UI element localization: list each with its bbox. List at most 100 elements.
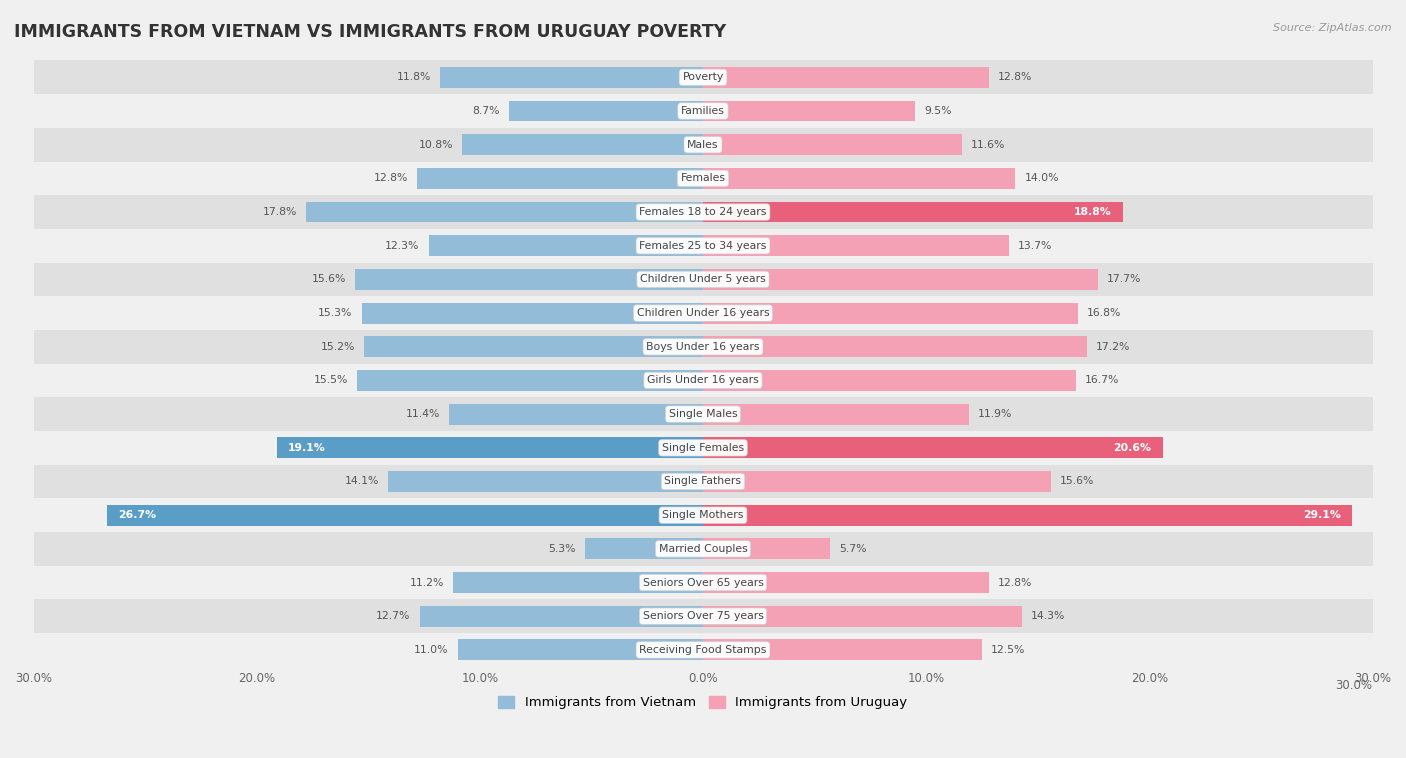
Text: 15.2%: 15.2% [321, 342, 354, 352]
Text: IMMIGRANTS FROM VIETNAM VS IMMIGRANTS FROM URUGUAY POVERTY: IMMIGRANTS FROM VIETNAM VS IMMIGRANTS FR… [14, 23, 725, 41]
Bar [107, 505, 703, 525]
Bar [703, 302, 1078, 324]
Bar [34, 364, 1372, 397]
Text: 12.5%: 12.5% [991, 645, 1025, 655]
Text: Married Couples: Married Couples [658, 543, 748, 554]
Bar [703, 404, 969, 424]
Text: Children Under 5 years: Children Under 5 years [640, 274, 766, 284]
Bar [354, 269, 703, 290]
Text: Families: Families [681, 106, 725, 116]
Text: 11.9%: 11.9% [977, 409, 1012, 419]
Bar [429, 235, 703, 256]
Bar [418, 168, 703, 189]
Text: 17.8%: 17.8% [263, 207, 297, 217]
Text: 11.2%: 11.2% [409, 578, 444, 587]
Text: 14.3%: 14.3% [1031, 611, 1066, 622]
Text: 29.1%: 29.1% [1303, 510, 1341, 520]
Bar [34, 498, 1372, 532]
Bar [703, 538, 830, 559]
Bar [463, 134, 703, 155]
Text: Females 18 to 24 years: Females 18 to 24 years [640, 207, 766, 217]
Text: Single Females: Single Females [662, 443, 744, 453]
Text: 12.7%: 12.7% [377, 611, 411, 622]
Bar [34, 229, 1372, 262]
Bar [34, 565, 1372, 600]
Bar [34, 397, 1372, 431]
Text: 16.8%: 16.8% [1087, 308, 1121, 318]
Text: 5.7%: 5.7% [839, 543, 866, 554]
Text: 15.6%: 15.6% [1060, 477, 1094, 487]
Bar [453, 572, 703, 593]
Bar [34, 262, 1372, 296]
Text: 12.3%: 12.3% [385, 241, 419, 251]
Bar [703, 505, 1353, 525]
Bar [34, 94, 1372, 128]
Text: 17.7%: 17.7% [1107, 274, 1142, 284]
Bar [34, 633, 1372, 667]
Text: Seniors Over 75 years: Seniors Over 75 years [643, 611, 763, 622]
Bar [703, 471, 1052, 492]
Bar [34, 128, 1372, 161]
Text: 16.7%: 16.7% [1084, 375, 1119, 386]
Text: Single Fathers: Single Fathers [665, 477, 741, 487]
Text: 8.7%: 8.7% [472, 106, 501, 116]
Text: Single Males: Single Males [669, 409, 737, 419]
Bar [703, 168, 1015, 189]
Bar [34, 161, 1372, 196]
Bar [305, 202, 703, 223]
Text: 26.7%: 26.7% [118, 510, 156, 520]
Bar [34, 431, 1372, 465]
Bar [419, 606, 703, 627]
Text: 12.8%: 12.8% [374, 174, 408, 183]
Text: Girls Under 16 years: Girls Under 16 years [647, 375, 759, 386]
Bar [703, 337, 1087, 357]
Bar [509, 101, 703, 121]
Text: Females 25 to 34 years: Females 25 to 34 years [640, 241, 766, 251]
Text: Receiving Food Stamps: Receiving Food Stamps [640, 645, 766, 655]
Text: 19.1%: 19.1% [288, 443, 326, 453]
Bar [703, 202, 1122, 223]
Text: 13.7%: 13.7% [1018, 241, 1052, 251]
Bar [440, 67, 703, 88]
Bar [585, 538, 703, 559]
Bar [703, 572, 988, 593]
Bar [703, 606, 1022, 627]
Text: 14.1%: 14.1% [344, 477, 380, 487]
Text: 10.8%: 10.8% [419, 139, 453, 149]
Text: 11.8%: 11.8% [396, 72, 430, 83]
Text: 11.4%: 11.4% [405, 409, 440, 419]
Bar [703, 640, 981, 660]
Text: Seniors Over 65 years: Seniors Over 65 years [643, 578, 763, 587]
Text: Children Under 16 years: Children Under 16 years [637, 308, 769, 318]
Bar [34, 61, 1372, 94]
Text: Poverty: Poverty [682, 72, 724, 83]
Text: 5.3%: 5.3% [548, 543, 576, 554]
Bar [703, 269, 1098, 290]
Bar [277, 437, 703, 459]
Bar [388, 471, 703, 492]
Bar [703, 67, 988, 88]
Text: 17.2%: 17.2% [1095, 342, 1130, 352]
Text: 30.0%: 30.0% [1336, 678, 1372, 691]
Text: 20.6%: 20.6% [1114, 443, 1152, 453]
Legend: Immigrants from Vietnam, Immigrants from Uruguay: Immigrants from Vietnam, Immigrants from… [494, 691, 912, 715]
Text: Females: Females [681, 174, 725, 183]
Bar [364, 337, 703, 357]
Bar [457, 640, 703, 660]
Bar [34, 296, 1372, 330]
Bar [34, 532, 1372, 565]
Text: 15.3%: 15.3% [318, 308, 353, 318]
Text: 14.0%: 14.0% [1025, 174, 1059, 183]
Bar [703, 437, 1163, 459]
Text: Single Mothers: Single Mothers [662, 510, 744, 520]
Bar [361, 302, 703, 324]
Bar [703, 370, 1076, 391]
Text: 11.0%: 11.0% [415, 645, 449, 655]
Bar [703, 235, 1008, 256]
Text: 9.5%: 9.5% [924, 106, 952, 116]
Bar [703, 101, 915, 121]
Text: Boys Under 16 years: Boys Under 16 years [647, 342, 759, 352]
Bar [703, 134, 962, 155]
Text: 12.8%: 12.8% [998, 578, 1032, 587]
Text: Source: ZipAtlas.com: Source: ZipAtlas.com [1274, 23, 1392, 33]
